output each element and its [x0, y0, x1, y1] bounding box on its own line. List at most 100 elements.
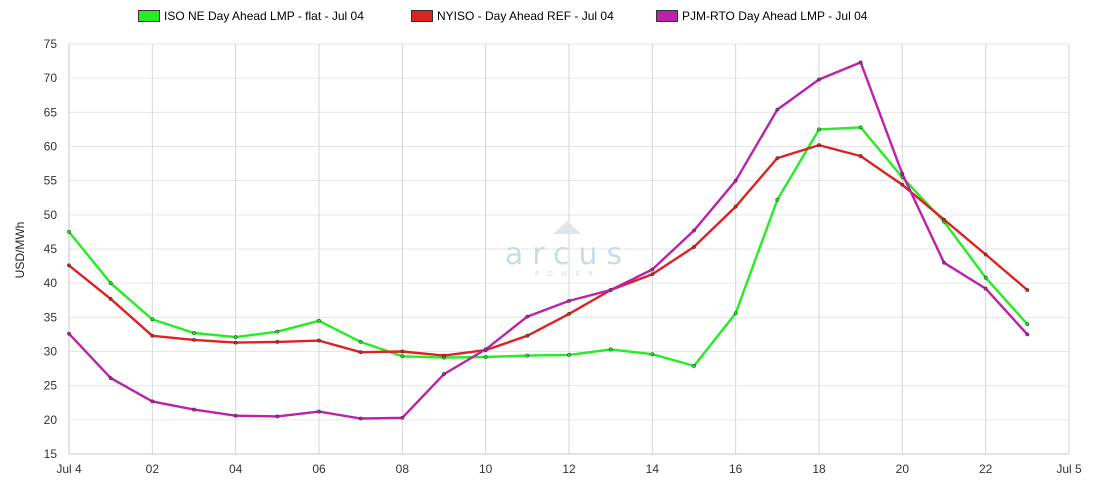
series-line-nyiso[interactable] — [67, 143, 1029, 357]
data-point-iso-ne[interactable] — [358, 340, 363, 344]
data-point-iso-ne[interactable] — [858, 125, 863, 130]
data-point-iso-ne[interactable] — [275, 329, 280, 334]
data-point-iso-ne[interactable] — [192, 331, 196, 335]
data-point-nyiso[interactable] — [942, 217, 946, 222]
data-point-pjm[interactable] — [1025, 332, 1030, 337]
data-point-pjm[interactable] — [108, 376, 113, 381]
data-point-pjm[interactable] — [483, 347, 488, 352]
data-point-nyiso[interactable] — [150, 333, 155, 338]
legend-label-nyiso: NYISO - Day Ahead REF - Jul 04 — [437, 9, 614, 23]
series-line-pjm[interactable] — [67, 61, 1029, 420]
data-point-pjm[interactable] — [525, 314, 530, 319]
data-point-pjm[interactable] — [692, 228, 696, 233]
data-point-iso-ne[interactable] — [525, 353, 530, 358]
data-point-nyiso[interactable] — [775, 156, 780, 161]
data-point-iso-ne[interactable] — [983, 275, 988, 280]
x-tick-label: 18 — [812, 462, 826, 476]
x-tick-label: 04 — [229, 462, 243, 476]
legend-item-nyiso[interactable]: NYISO - Day Ahead REF - Jul 04 — [411, 6, 614, 26]
data-point-iso-ne[interactable] — [1025, 322, 1030, 327]
y-tick-label: 50 — [44, 208, 58, 222]
data-point-pjm[interactable] — [775, 107, 780, 112]
series-line-iso-ne[interactable] — [67, 126, 1029, 368]
data-point-pjm[interactable] — [275, 414, 280, 419]
data-point-pjm[interactable] — [317, 409, 321, 414]
data-point-iso-ne[interactable] — [108, 281, 113, 286]
y-tick-label: 30 — [44, 345, 58, 359]
data-point-iso-ne[interactable] — [317, 318, 321, 323]
y-tick-label: 15 — [44, 447, 58, 461]
data-point-nyiso[interactable] — [400, 349, 405, 354]
data-point-iso-ne[interactable] — [67, 230, 71, 234]
data-point-nyiso[interactable] — [192, 337, 196, 342]
legend-item-pjm[interactable]: PJM-RTO Day Ahead LMP - Jul 04 — [656, 6, 867, 26]
data-point-pjm[interactable] — [608, 288, 613, 292]
x-tick-label: 06 — [312, 462, 326, 476]
data-point-iso-ne[interactable] — [817, 127, 821, 132]
x-tick-label: Jul 5 — [1056, 462, 1082, 476]
legend-swatch-iso-ne — [138, 10, 160, 22]
data-point-pjm[interactable] — [817, 77, 821, 82]
data-point-pjm[interactable] — [150, 399, 155, 404]
data-point-pjm[interactable] — [733, 178, 738, 183]
data-point-nyiso[interactable] — [900, 182, 905, 187]
data-point-nyiso[interactable] — [67, 263, 71, 268]
data-point-pjm[interactable] — [900, 171, 905, 176]
data-point-iso-ne[interactable] — [483, 355, 488, 359]
data-point-iso-ne[interactable] — [733, 311, 738, 316]
data-point-pjm[interactable] — [983, 286, 988, 291]
data-point-nyiso[interactable] — [858, 154, 863, 158]
legend-label-pjm: PJM-RTO Day Ahead LMP - Jul 04 — [682, 9, 868, 23]
data-point-iso-ne[interactable] — [233, 335, 238, 340]
data-point-nyiso[interactable] — [817, 143, 821, 148]
x-tick-label: 16 — [729, 462, 743, 476]
data-point-pjm[interactable] — [442, 372, 446, 376]
data-point-nyiso[interactable] — [1025, 288, 1030, 292]
data-point-nyiso[interactable] — [108, 296, 113, 301]
legend-label-iso-ne: ISO NE Day Ahead LMP - flat - Jul 04 — [164, 9, 364, 23]
data-point-nyiso[interactable] — [983, 252, 988, 257]
data-point-pjm[interactable] — [650, 267, 655, 272]
data-point-pjm[interactable] — [358, 416, 363, 421]
data-point-pjm[interactable] — [192, 407, 196, 412]
y-tick-label: 70 — [44, 71, 58, 85]
data-point-iso-ne[interactable] — [567, 353, 571, 357]
data-point-iso-ne[interactable] — [650, 352, 655, 357]
data-point-nyiso[interactable] — [358, 350, 363, 355]
x-tick-label: 20 — [896, 462, 910, 476]
x-tick-label: 08 — [396, 462, 410, 476]
x-tick-label: 14 — [646, 462, 660, 476]
data-point-nyiso[interactable] — [275, 340, 280, 344]
legend-swatch-pjm — [656, 10, 678, 22]
data-point-nyiso[interactable] — [317, 338, 321, 343]
data-point-pjm[interactable] — [567, 299, 571, 303]
data-point-nyiso[interactable] — [650, 272, 655, 277]
data-point-pjm[interactable] — [858, 60, 863, 65]
data-point-iso-ne[interactable] — [775, 197, 780, 202]
y-axis-title: USD/MWh — [13, 222, 27, 279]
data-point-nyiso[interactable] — [692, 245, 696, 249]
x-tick-label: Jul 4 — [56, 462, 82, 476]
data-point-pjm[interactable] — [67, 331, 71, 336]
legend-item-iso-ne[interactable]: ISO NE Day Ahead LMP - flat - Jul 04 — [138, 6, 364, 26]
data-point-nyiso[interactable] — [442, 353, 446, 358]
data-point-nyiso[interactable] — [525, 333, 530, 338]
data-point-iso-ne[interactable] — [150, 317, 155, 322]
legend: ISO NE Day Ahead LMP - flat - Jul 04 NYI… — [0, 6, 1100, 28]
y-tick-label: 65 — [44, 105, 58, 119]
data-point-iso-ne[interactable] — [400, 354, 405, 359]
x-tick-label: 02 — [146, 462, 160, 476]
y-tick-label: 55 — [44, 174, 58, 188]
data-point-pjm[interactable] — [233, 413, 238, 418]
series — [67, 60, 1030, 421]
data-point-pjm[interactable] — [942, 260, 946, 265]
data-point-pjm[interactable] — [400, 415, 405, 420]
data-point-nyiso[interactable] — [733, 204, 738, 209]
data-point-iso-ne[interactable] — [692, 363, 696, 368]
y-tick-label: 45 — [44, 242, 58, 256]
data-point-iso-ne[interactable] — [608, 347, 613, 352]
data-point-nyiso[interactable] — [567, 312, 571, 316]
data-point-nyiso[interactable] — [233, 340, 238, 345]
